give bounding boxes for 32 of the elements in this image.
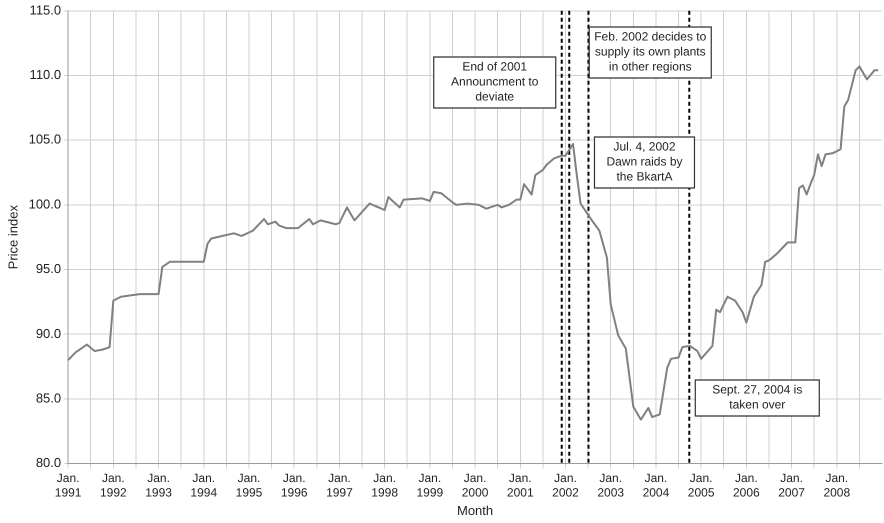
- ref-line-label: End of 2001 Announcment to deviate: [451, 59, 539, 104]
- ref-line-label: Jul. 4, 2002 Dawn raids by the BkartA: [606, 139, 682, 184]
- x-tick-label: Jan. 2004: [642, 471, 670, 500]
- x-tick-label: Jan. 1999: [416, 471, 444, 500]
- x-tick-label: Jan. 1993: [145, 471, 172, 500]
- x-tick-label: Jan. 2003: [597, 471, 624, 500]
- x-tick-label: Jan. 2007: [778, 471, 806, 500]
- x-tick-label: Jan. 2002: [552, 471, 580, 500]
- y-tick-label: 95.0: [36, 261, 62, 276]
- y-tick-label: 100.0: [28, 196, 62, 212]
- x-tick-label: Jan. 1996: [280, 471, 308, 500]
- x-tick-label: Jan. 1992: [100, 471, 128, 500]
- x-tick-label: Jan. 1994: [190, 471, 218, 500]
- x-axis-title: Month: [456, 502, 494, 518]
- x-tick-label: Jan. 2005: [688, 471, 715, 500]
- ref-line-label: Sept. 27, 2004 is taken over: [712, 382, 802, 412]
- ref-line-label: Feb. 2002 decides to supply its own plants in other regions: [594, 29, 707, 74]
- x-tick-label: Jan. 2006: [733, 471, 760, 500]
- y-tick-label: 90.0: [36, 326, 62, 341]
- x-tick-label: Jan. 2000: [462, 471, 489, 500]
- x-tick-label: Jan. 2008: [823, 471, 850, 500]
- y-tick-label: 85.0: [36, 390, 62, 406]
- x-tick-label: Jan. 2001: [506, 471, 534, 500]
- x-tick-label: Jan. 1991: [54, 471, 82, 500]
- y-tick-label: 115.0: [30, 2, 62, 18]
- x-tick-label: Jan. 1995: [236, 471, 263, 500]
- y-tick-label: 105.0: [28, 132, 62, 147]
- x-tick-label: Jan. 1998: [371, 471, 398, 500]
- y-axis-title: Price index: [5, 204, 20, 270]
- y-tick-label: 80.0: [36, 455, 62, 470]
- y-tick-label: 110.0: [30, 67, 62, 82]
- x-tick-label: Jan. 1997: [326, 471, 354, 500]
